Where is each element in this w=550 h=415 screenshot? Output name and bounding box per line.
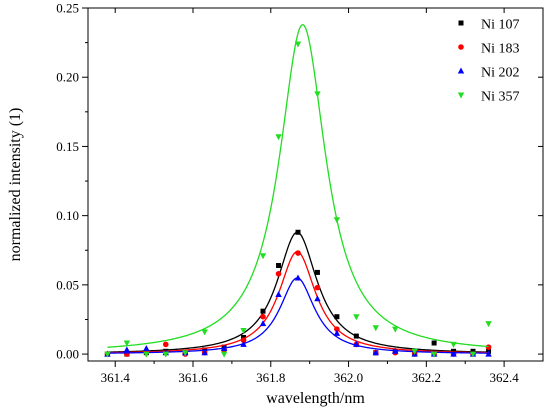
series-ni-107 bbox=[104, 229, 492, 357]
data-point-ni-357 bbox=[372, 325, 379, 332]
legend-marker-ni-183 bbox=[458, 44, 464, 50]
data-point-ni-357 bbox=[162, 351, 169, 358]
data-point-ni-357 bbox=[314, 91, 321, 98]
data-point-ni-202 bbox=[450, 350, 457, 357]
data-point-ni-183 bbox=[162, 341, 169, 348]
legend-label-ni-107: Ni 107 bbox=[481, 18, 520, 33]
legend-label-ni-202: Ni 202 bbox=[481, 66, 520, 81]
data-point-ni-357 bbox=[450, 341, 457, 348]
data-point-ni-357 bbox=[485, 321, 492, 328]
legend-item-ni-357: Ni 357 bbox=[457, 90, 520, 105]
data-point-ni-202 bbox=[275, 291, 282, 298]
x-tick-label: 361.8 bbox=[256, 370, 285, 385]
axes: 361.4 361.6 361.8 362.0 362.2 362.4 0.00 0.05 0.… bbox=[56, 1, 544, 385]
y-tick-label: 0.10 bbox=[56, 208, 79, 223]
data-point-ni-107 bbox=[314, 269, 320, 275]
data-point-ni-202 bbox=[294, 274, 302, 281]
data-point-ni-202 bbox=[240, 340, 247, 347]
data-point-ni-107 bbox=[295, 229, 301, 235]
data-point-ni-357 bbox=[411, 348, 418, 355]
legend-label-ni-183: Ni 183 bbox=[481, 42, 520, 57]
data-point-ni-202 bbox=[333, 329, 341, 336]
y-tick-label: 0.20 bbox=[56, 70, 79, 85]
data-point-ni-357 bbox=[240, 328, 247, 335]
data-point-ni-202 bbox=[485, 350, 492, 357]
data-point-ni-202 bbox=[201, 349, 208, 356]
data-point-ni-202 bbox=[259, 320, 267, 327]
data-point-ni-357 bbox=[333, 217, 341, 224]
data-point-ni-357 bbox=[123, 340, 131, 347]
x-tick-label: 362.4 bbox=[489, 370, 519, 385]
data-point-ni-107 bbox=[353, 333, 359, 339]
legend: Ni 107 Ni 183 Ni 202 Ni 357 bbox=[457, 18, 520, 105]
legend-item-ni-183: Ni 183 bbox=[458, 42, 520, 57]
data-point-ni-357 bbox=[201, 329, 208, 336]
data-point-ni-357 bbox=[182, 350, 189, 357]
legend-item-ni-107: Ni 107 bbox=[458, 18, 520, 33]
data-point-ni-202 bbox=[123, 346, 131, 353]
x-tick-label: 362.2 bbox=[412, 370, 441, 385]
data-point-ni-183 bbox=[485, 344, 492, 350]
x-tick-label: 361.6 bbox=[178, 370, 208, 385]
data-point-ni-357 bbox=[392, 326, 399, 333]
plot-frame bbox=[87, 7, 544, 362]
y-tick-label: 0.15 bbox=[56, 139, 79, 154]
data-point-ni-357 bbox=[353, 314, 360, 321]
data-point-ni-202 bbox=[392, 347, 399, 354]
y-tick-label: 0.00 bbox=[56, 347, 79, 362]
data-point-ni-357 bbox=[275, 134, 282, 141]
data-point-ni-357 bbox=[430, 351, 438, 358]
data-point-ni-107 bbox=[276, 262, 282, 268]
data-point-ni-202 bbox=[353, 340, 360, 347]
legend-marker-ni-202 bbox=[457, 67, 465, 74]
x-tick-label: 361.4 bbox=[101, 370, 131, 385]
data-point-ni-107 bbox=[260, 308, 266, 314]
fit-curve-ni-183 bbox=[107, 251, 489, 354]
data-point-ni-183 bbox=[295, 250, 301, 256]
x-axis-label: wavelength/nm bbox=[266, 390, 365, 407]
data-point-ni-357 bbox=[220, 351, 228, 358]
data-point-ni-357 bbox=[143, 351, 150, 358]
data-point-ni-183 bbox=[334, 326, 340, 332]
legend-marker-ni-357 bbox=[457, 92, 465, 99]
data-point-ni-183 bbox=[260, 313, 266, 320]
data-point-ni-357 bbox=[259, 253, 267, 260]
data-point-ni-357 bbox=[469, 351, 477, 358]
data-point-ni-202 bbox=[372, 349, 379, 356]
y-tick-label: 0.25 bbox=[56, 1, 79, 16]
plot-area bbox=[104, 23, 492, 358]
x-tick-label: 362.0 bbox=[334, 370, 363, 385]
data-point-ni-202 bbox=[314, 295, 321, 302]
data-point-ni-183 bbox=[240, 337, 247, 344]
data-point-ni-202 bbox=[143, 345, 150, 352]
data-point-ni-183 bbox=[314, 284, 321, 291]
data-point-ni-357 bbox=[294, 41, 302, 48]
legend-label-ni-357: Ni 357 bbox=[481, 90, 520, 105]
data-point-ni-357 bbox=[104, 351, 111, 358]
data-point-ni-183 bbox=[275, 270, 282, 277]
y-tick-label: 0.05 bbox=[56, 277, 79, 292]
data-point-ni-107 bbox=[334, 314, 340, 320]
data-point-ni-202 bbox=[220, 345, 228, 352]
series-ni-357 bbox=[104, 23, 492, 358]
data-point-ni-107 bbox=[431, 340, 437, 346]
fit-curve-ni-357 bbox=[107, 23, 489, 348]
y-axis-label: normalized intensity (1) bbox=[7, 108, 24, 262]
legend-marker-ni-107 bbox=[458, 20, 464, 26]
legend-item-ni-202: Ni 202 bbox=[457, 66, 520, 81]
